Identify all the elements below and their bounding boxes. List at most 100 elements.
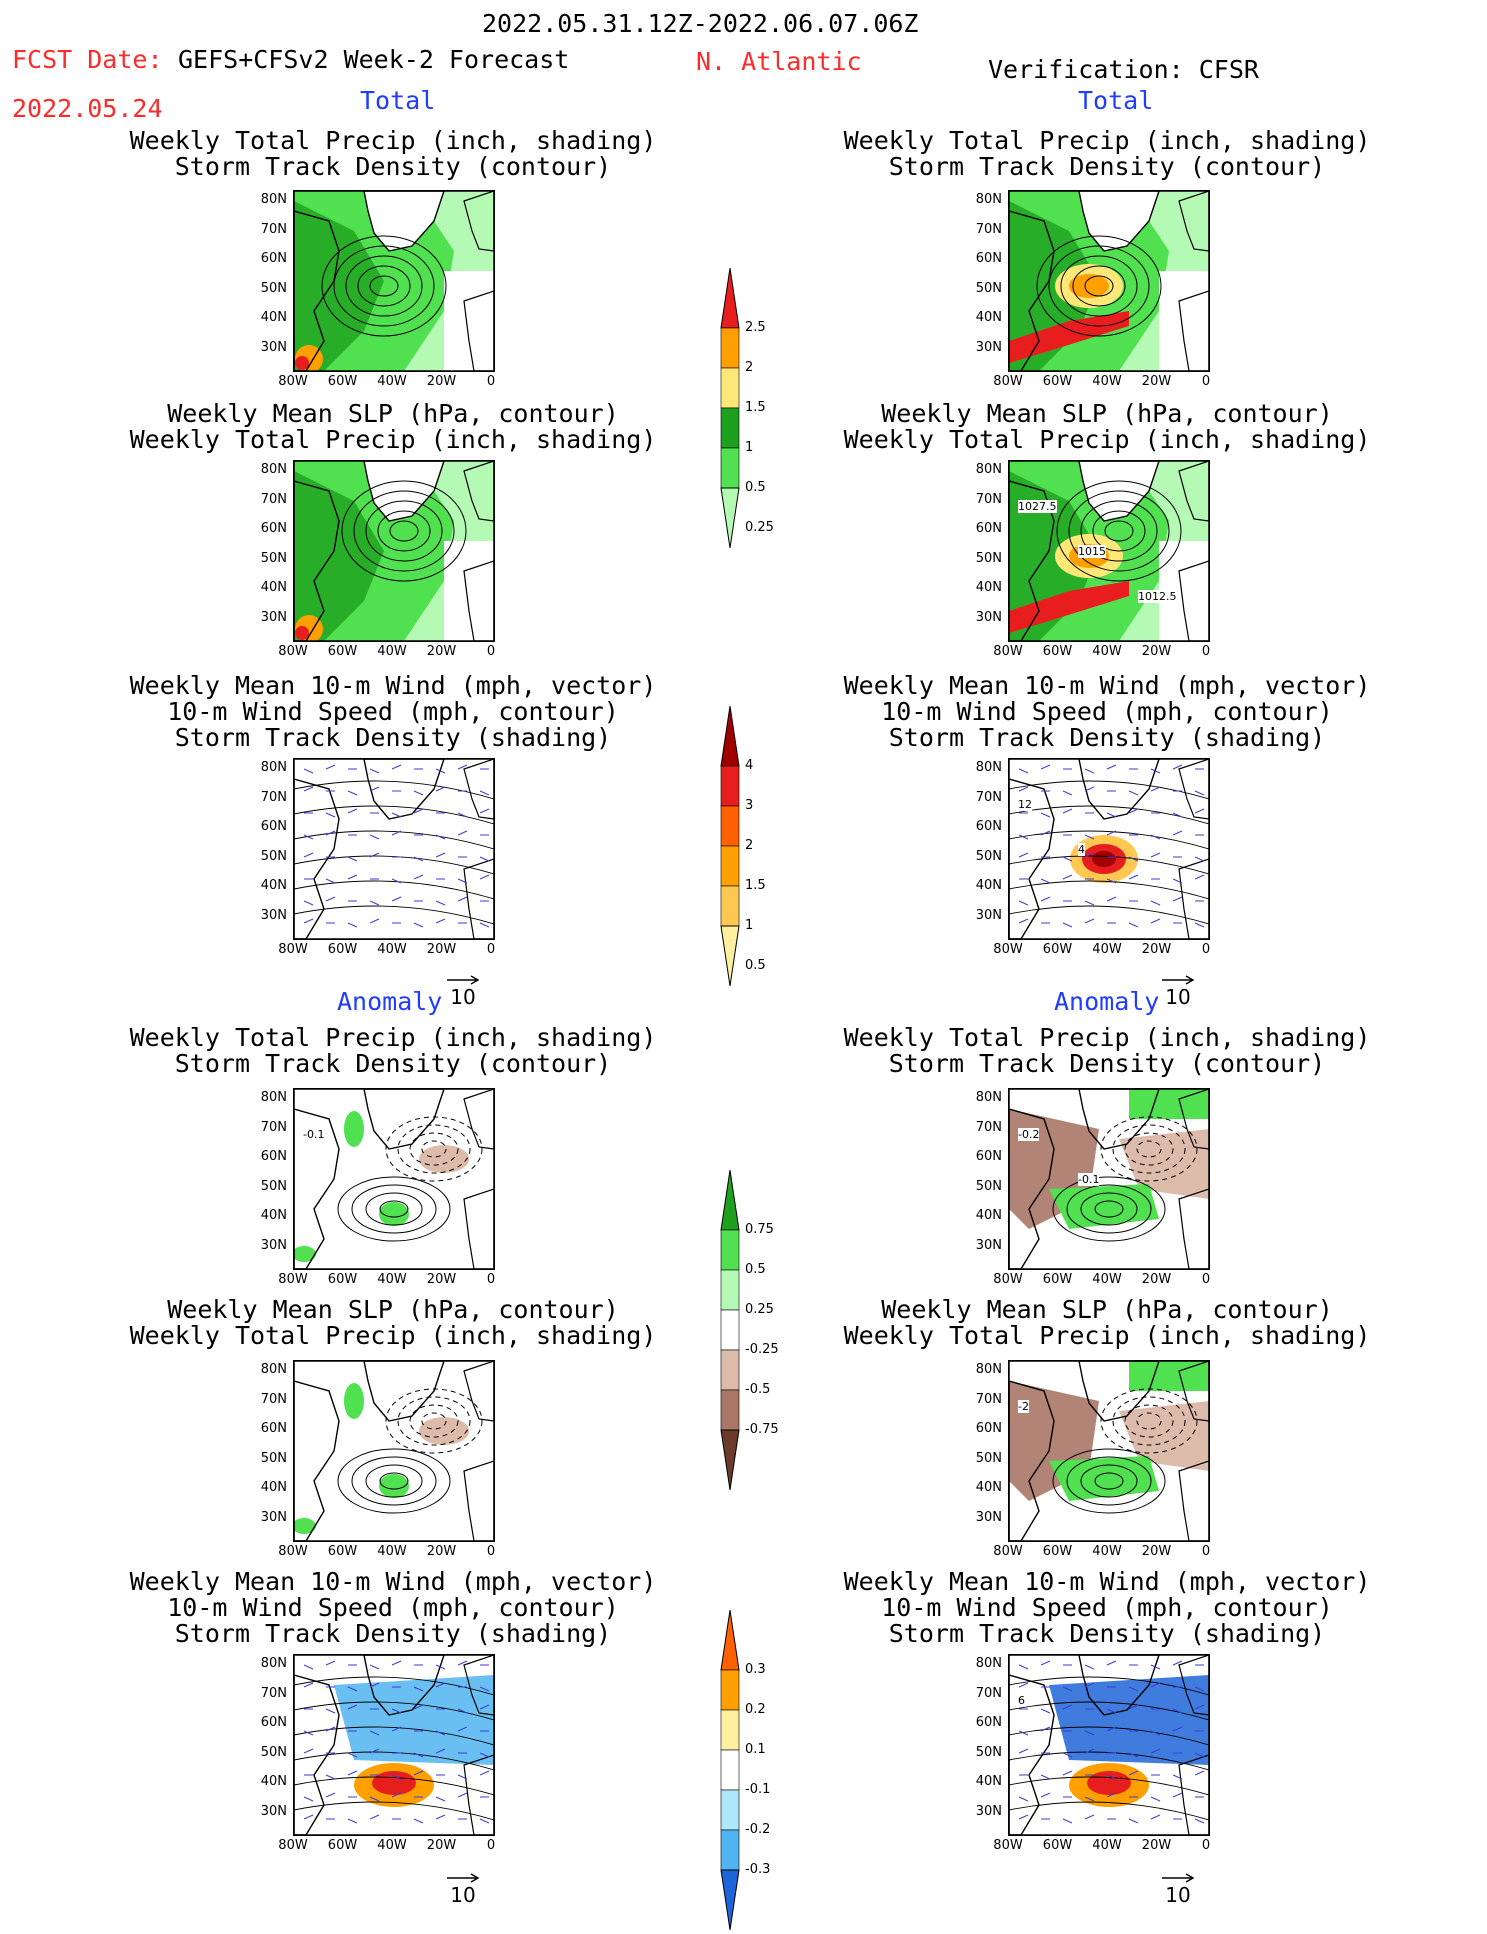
lat-tick-label: 70N bbox=[975, 491, 1002, 507]
colorbar-total_precip bbox=[720, 267, 740, 549]
lat-tick-label: 70N bbox=[975, 1685, 1002, 1701]
lon-tick-label: 20W bbox=[426, 644, 457, 659]
panel-title: Weekly Mean 10-m Wind (mph, vector) bbox=[129, 671, 657, 700]
vector-reference-label: 10 bbox=[1165, 1883, 1191, 1907]
lon-tick-label: 40W bbox=[377, 1272, 407, 1287]
model-title: GEFS+CFSv2 Week-2 Forecast bbox=[178, 45, 570, 74]
lon-tick-label: 40W bbox=[377, 1838, 407, 1853]
lat-tick-label: 80N bbox=[260, 462, 287, 477]
period-title: 2022.05.31.12Z-2022.06.07.06Z bbox=[482, 9, 919, 38]
panel-title: Storm Track Density (contour) bbox=[888, 1049, 1326, 1078]
lon-tick-label: 0 bbox=[486, 1272, 496, 1287]
lon-tick-label: 80W bbox=[278, 1838, 308, 1853]
lat-tick-label: 80N bbox=[975, 760, 1002, 775]
lat-tick-label: 60N bbox=[975, 1149, 1002, 1164]
map-slp-anom-forecast bbox=[293, 1360, 495, 1542]
lat-tick-label: 60N bbox=[975, 1715, 1002, 1730]
colorbar-label: 0.75 bbox=[745, 1222, 774, 1237]
lat-tick-label: 70N bbox=[975, 1391, 1002, 1407]
lat-tick-label: 50N bbox=[260, 1450, 287, 1466]
map-precip-anom-forecast bbox=[293, 1088, 495, 1270]
lat-tick-label: 70N bbox=[260, 789, 287, 805]
lon-tick-label: 80W bbox=[993, 374, 1023, 389]
lon-tick-label: 0 bbox=[486, 1838, 496, 1853]
colorbar-label: 3 bbox=[745, 798, 754, 813]
colorbar-label: -0.3 bbox=[745, 1862, 771, 1877]
colorbar-label: 2.5 bbox=[745, 320, 766, 335]
lon-tick-label: 40W bbox=[377, 942, 407, 957]
lat-tick-label: 50N bbox=[260, 550, 287, 566]
panel-title: Weekly Total Precip (inch, shading) bbox=[129, 1321, 657, 1350]
lat-tick-label: 70N bbox=[975, 1119, 1002, 1135]
lat-tick-label: 70N bbox=[260, 221, 287, 237]
lat-tick-label: 40N bbox=[975, 1480, 1002, 1495]
panel-title: Storm Track Density (contour) bbox=[174, 1049, 612, 1078]
lat-tick-label: 40N bbox=[260, 1480, 287, 1495]
lat-tick-label: 80N bbox=[975, 192, 1002, 207]
lat-tick-label: 80N bbox=[975, 462, 1002, 477]
contour-label: 12 bbox=[1018, 798, 1032, 811]
colorbar-label: 0.25 bbox=[745, 520, 774, 535]
colorbar-label: 0.25 bbox=[745, 1302, 774, 1317]
lon-tick-label: 60W bbox=[327, 644, 358, 659]
panel-title: Weekly Mean SLP (hPa, contour) bbox=[167, 399, 619, 428]
total-label-left: Total bbox=[360, 86, 436, 115]
lon-tick-label: 60W bbox=[1042, 644, 1073, 659]
lat-tick-label: 50N bbox=[975, 280, 1002, 296]
vector-reference-label: 10 bbox=[450, 985, 476, 1009]
lon-tick-label: 80W bbox=[278, 942, 308, 957]
lon-tick-label: 80W bbox=[278, 644, 308, 659]
panel-title: 10-m Wind Speed (mph, contour) bbox=[167, 1593, 619, 1622]
lat-tick-label: 40N bbox=[975, 878, 1002, 893]
panel-title: Weekly Mean SLP (hPa, contour) bbox=[881, 1295, 1333, 1324]
lat-tick-label: 30N bbox=[975, 339, 1002, 355]
panel-title: Storm Track Density (shading) bbox=[174, 1619, 612, 1648]
panel-title: 10-m Wind Speed (mph, contour) bbox=[881, 1593, 1333, 1622]
lat-tick-label: 80N bbox=[260, 760, 287, 775]
lat-tick-label: 30N bbox=[260, 907, 287, 923]
lon-tick-label: 40W bbox=[1092, 644, 1122, 659]
fcst-date-label: FCST Date: bbox=[12, 45, 163, 74]
lat-tick-label: 60N bbox=[975, 521, 1002, 536]
lon-tick-label: 60W bbox=[1042, 942, 1073, 957]
lon-tick-label: 20W bbox=[1141, 1838, 1172, 1853]
panel-title: Weekly Total Precip (inch, shading) bbox=[129, 126, 657, 155]
lat-tick-label: 40N bbox=[260, 878, 287, 893]
lon-tick-label: 60W bbox=[1042, 374, 1073, 389]
panel-title: Weekly Mean SLP (hPa, contour) bbox=[881, 399, 1333, 428]
colorbar-label: 1 bbox=[745, 918, 754, 933]
lon-tick-label: 20W bbox=[426, 1544, 457, 1559]
lon-tick-label: 40W bbox=[1092, 374, 1122, 389]
lon-tick-label: 80W bbox=[278, 374, 308, 389]
colorbar-label: -0.2 bbox=[745, 1822, 771, 1837]
lon-tick-label: 80W bbox=[278, 1272, 308, 1287]
lat-tick-label: 50N bbox=[975, 1744, 1002, 1760]
vector-reference: 10 bbox=[443, 1873, 483, 1907]
map-slp-total-forecast bbox=[293, 460, 495, 642]
map-precip-total-cfsr bbox=[1008, 190, 1210, 372]
lon-tick-label: 80W bbox=[993, 1544, 1023, 1559]
lat-tick-label: 40N bbox=[260, 310, 287, 325]
lon-tick-label: 20W bbox=[1141, 1544, 1172, 1559]
colorbar-anom_storm bbox=[720, 1609, 740, 1931]
colorbar-label: 1.5 bbox=[745, 878, 766, 893]
panel-title: Weekly Total Precip (inch, shading) bbox=[843, 425, 1371, 454]
fcst-date: 2022.05.24 bbox=[12, 94, 163, 123]
colorbar-label: 0.5 bbox=[745, 958, 766, 973]
lon-tick-label: 40W bbox=[1092, 1838, 1122, 1853]
colorbar-label: 0.2 bbox=[745, 1702, 766, 1717]
colorbar-label: -0.25 bbox=[745, 1342, 779, 1357]
lat-tick-label: 50N bbox=[975, 550, 1002, 566]
lon-tick-label: 0 bbox=[486, 644, 496, 659]
lat-tick-label: 70N bbox=[260, 1685, 287, 1701]
lon-tick-label: 0 bbox=[1201, 1272, 1211, 1287]
lon-tick-label: 20W bbox=[426, 942, 457, 957]
panel-title: Storm Track Density (shading) bbox=[888, 723, 1326, 752]
vector-reference: 10 bbox=[1158, 1873, 1198, 1907]
lon-tick-label: 40W bbox=[377, 374, 407, 389]
map-slp-total-cfsr bbox=[1008, 460, 1210, 642]
lat-tick-label: 30N bbox=[975, 907, 1002, 923]
vector-reference: 10 bbox=[1158, 975, 1198, 1009]
colorbar-total_storm bbox=[720, 705, 740, 987]
lat-tick-label: 60N bbox=[260, 1715, 287, 1730]
